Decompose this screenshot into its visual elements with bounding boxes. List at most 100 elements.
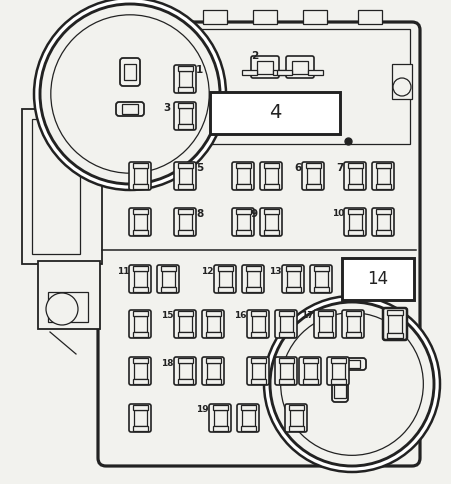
Text: 6: 6 — [295, 163, 302, 173]
Bar — [314, 271, 327, 287]
Bar — [133, 163, 147, 168]
Bar — [179, 168, 192, 184]
Bar — [289, 426, 304, 431]
FancyBboxPatch shape — [129, 265, 151, 293]
Text: 11: 11 — [118, 267, 130, 275]
Bar — [292, 60, 308, 74]
FancyBboxPatch shape — [174, 65, 196, 93]
FancyBboxPatch shape — [332, 374, 348, 402]
Circle shape — [264, 296, 440, 472]
Bar — [178, 358, 193, 363]
Text: 8: 8 — [196, 209, 203, 219]
Text: 15: 15 — [161, 312, 174, 320]
Bar — [318, 316, 331, 332]
Bar — [331, 358, 345, 363]
Bar — [133, 405, 147, 410]
Bar — [178, 209, 193, 214]
Bar — [178, 311, 193, 316]
Bar — [133, 209, 147, 214]
FancyBboxPatch shape — [344, 162, 366, 190]
Bar — [277, 70, 292, 75]
Bar — [304, 363, 317, 379]
Bar — [178, 332, 193, 337]
Circle shape — [40, 4, 220, 184]
FancyBboxPatch shape — [214, 265, 236, 293]
Bar — [307, 168, 319, 184]
Bar — [344, 360, 360, 368]
Bar — [388, 315, 402, 333]
Circle shape — [34, 0, 226, 190]
Bar — [349, 168, 362, 184]
FancyBboxPatch shape — [285, 404, 307, 432]
Bar — [32, 119, 80, 254]
Bar — [133, 287, 147, 292]
FancyBboxPatch shape — [302, 162, 324, 190]
Bar — [263, 230, 279, 235]
Bar — [279, 311, 294, 316]
Bar — [286, 271, 299, 287]
FancyBboxPatch shape — [286, 56, 314, 78]
Bar — [263, 163, 279, 168]
FancyBboxPatch shape — [129, 162, 151, 190]
FancyBboxPatch shape — [327, 357, 349, 385]
Bar — [206, 358, 221, 363]
Bar — [303, 379, 318, 384]
Bar — [108, 29, 410, 144]
Bar — [358, 10, 382, 24]
FancyBboxPatch shape — [174, 162, 196, 190]
FancyBboxPatch shape — [120, 58, 140, 86]
Bar — [235, 230, 250, 235]
FancyBboxPatch shape — [98, 22, 420, 466]
Bar — [206, 311, 221, 316]
Circle shape — [281, 313, 423, 455]
Text: 4: 4 — [269, 104, 281, 122]
Text: 17: 17 — [301, 312, 314, 320]
Bar — [376, 163, 391, 168]
Bar — [318, 332, 332, 337]
Bar — [124, 64, 136, 80]
Bar — [348, 163, 363, 168]
Bar — [280, 363, 293, 379]
Bar — [313, 287, 328, 292]
Bar — [133, 311, 147, 316]
Bar — [213, 410, 226, 426]
Bar — [236, 214, 249, 230]
Bar — [250, 311, 266, 316]
FancyBboxPatch shape — [314, 310, 336, 338]
FancyBboxPatch shape — [299, 357, 321, 385]
Bar — [290, 410, 303, 426]
Bar — [285, 266, 300, 271]
Bar — [212, 405, 227, 410]
FancyBboxPatch shape — [282, 265, 304, 293]
Bar — [250, 358, 266, 363]
Text: 5: 5 — [196, 163, 203, 173]
Bar — [349, 214, 362, 230]
Text: 2: 2 — [251, 51, 258, 61]
Bar — [289, 405, 304, 410]
FancyBboxPatch shape — [202, 310, 224, 338]
Bar — [252, 316, 264, 332]
FancyBboxPatch shape — [174, 357, 196, 385]
Bar — [179, 108, 192, 124]
Bar — [133, 214, 147, 230]
Bar — [257, 60, 273, 74]
FancyBboxPatch shape — [129, 404, 151, 432]
Bar — [179, 363, 192, 379]
FancyBboxPatch shape — [342, 310, 364, 338]
Bar — [179, 71, 192, 87]
Bar — [345, 332, 360, 337]
Bar — [133, 184, 147, 189]
FancyBboxPatch shape — [129, 310, 151, 338]
FancyBboxPatch shape — [174, 310, 196, 338]
FancyBboxPatch shape — [129, 208, 151, 236]
Bar — [331, 363, 345, 379]
FancyBboxPatch shape — [383, 308, 407, 340]
Bar — [387, 333, 403, 338]
Bar — [250, 379, 266, 384]
Bar — [207, 316, 220, 332]
Bar — [161, 266, 175, 271]
FancyBboxPatch shape — [232, 208, 254, 236]
Bar — [48, 292, 88, 322]
Text: 12: 12 — [202, 267, 214, 275]
FancyBboxPatch shape — [338, 358, 366, 370]
